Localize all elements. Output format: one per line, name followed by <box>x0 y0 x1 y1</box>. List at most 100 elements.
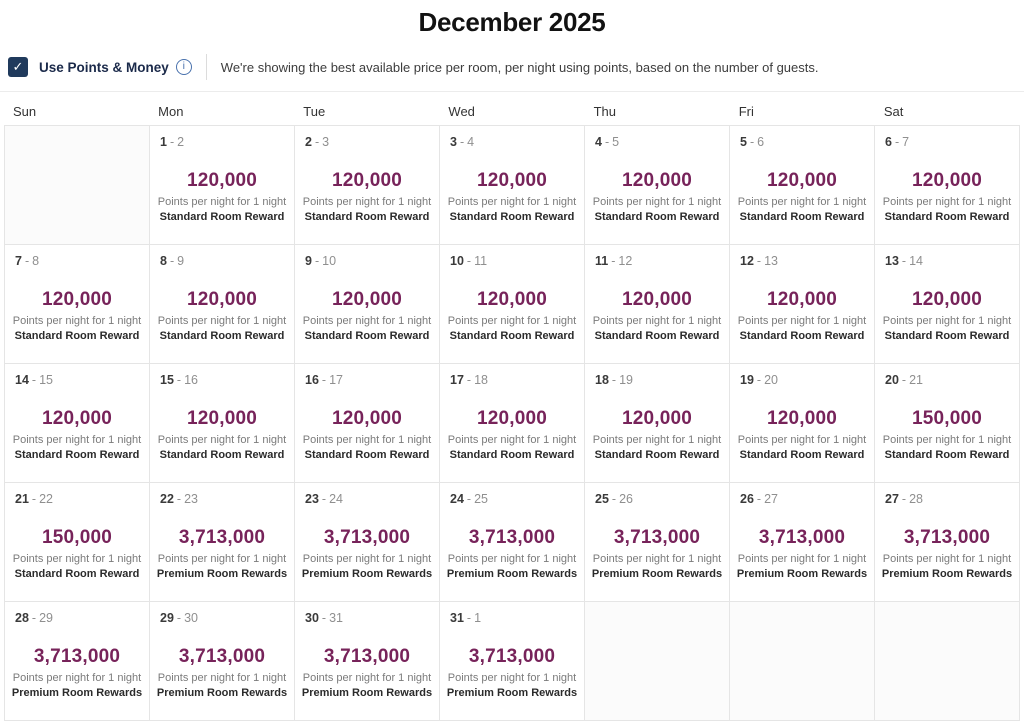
calendar-cell-day-12[interactable]: 12-13 120,000 Points per night for 1 night… <box>730 245 875 364</box>
calendar-cell-day-6[interactable]: 6-7 120,000 Points per night for 1 night St… <box>875 126 1020 245</box>
date-range: 5-6 <box>730 126 874 149</box>
check-in-date: 7 <box>15 254 22 268</box>
check-out-date: 8 <box>32 254 40 268</box>
check-out-date: 27 <box>764 492 778 506</box>
points-per-night-label: Points per night for 1 night <box>592 315 722 327</box>
date-range: 8-9 <box>150 245 294 268</box>
calendar-cell-day-9[interactable]: 9-10 120,000 Points per night for 1 night S… <box>295 245 440 364</box>
date-separator: - <box>24 254 30 268</box>
calendar-cell-day-21[interactable]: 21-22 150,000 Points per night for 1 night… <box>5 483 150 602</box>
day-header-tue: Tue <box>303 104 326 119</box>
calendar-cell-day-18[interactable]: 18-19 120,000 Points per night for 1 night… <box>585 364 730 483</box>
date-range: 1-2 <box>150 126 294 149</box>
calendar-cell-day-19[interactable]: 19-20 120,000 Points per night for 1 night… <box>730 364 875 483</box>
points-price: 120,000 <box>766 289 838 310</box>
check-out-date: 6 <box>757 135 765 149</box>
calendar-cell-day-27[interactable]: 27-28 3,713,000 Points per night for 1 nig… <box>875 483 1020 602</box>
check-out-date: 12 <box>618 254 633 268</box>
points-price: 120,000 <box>186 408 258 429</box>
calendar-cell-day-31[interactable]: 31-1 3,713,000 Points per night for 1 nigh… <box>440 602 585 721</box>
check-in-date: 31 <box>450 611 464 625</box>
calendar-cell-day-22[interactable]: 22-23 3,713,000 Points per night for 1 nig… <box>150 483 295 602</box>
points-per-night-label: Points per night for 1 night <box>302 434 432 446</box>
points-price: 120,000 <box>41 289 113 310</box>
points-price: 3,713,000 <box>323 527 411 548</box>
check-out-date: 29 <box>39 611 53 625</box>
check-out-date: 4 <box>467 135 475 149</box>
check-in-date: 28 <box>15 611 29 625</box>
points-price: 120,000 <box>911 170 983 191</box>
points-price: 3,713,000 <box>178 527 266 548</box>
date-separator: - <box>314 135 320 149</box>
check-in-date: 2 <box>305 135 312 149</box>
points-per-night-label: Points per night for 1 night <box>157 315 287 327</box>
room-reward-type: Premium Room Rewards <box>446 568 578 580</box>
calendar-cell-day-5[interactable]: 5-6 120,000 Points per night for 1 night St… <box>730 126 875 245</box>
check-in-date: 14 <box>15 373 29 387</box>
calendar-cell-day-4[interactable]: 4-5 120,000 Points per night for 1 night St… <box>585 126 730 245</box>
date-range: 23-24 <box>295 483 439 506</box>
calendar-cell-day-17[interactable]: 17-18 120,000 Points per night for 1 night… <box>440 364 585 483</box>
check-in-date: 15 <box>160 373 174 387</box>
date-separator: - <box>176 611 182 625</box>
info-icon[interactable]: i <box>175 59 192 75</box>
room-reward-type: Standard Room Reward <box>14 449 140 461</box>
calendar-cell-day-25[interactable]: 25-26 3,713,000 Points per night for 1 nig… <box>585 483 730 602</box>
date-separator: - <box>466 492 472 506</box>
calendar-cell-day-16[interactable]: 16-17 120,000 Points per night for 1 night… <box>295 364 440 483</box>
day-header-sun: Sun <box>13 104 37 119</box>
points-per-night-label: Points per night for 1 night <box>157 553 287 565</box>
calendar-cell-day-10[interactable]: 10-11 120,000 Points per night for 1 night… <box>440 245 585 364</box>
check-out-date: 9 <box>177 254 185 268</box>
points-per-night-label: Points per night for 1 night <box>447 672 577 684</box>
points-price: 120,000 <box>41 408 113 429</box>
calendar-cell-day-8[interactable]: 8-9 120,000 Points per night for 1 night St… <box>150 245 295 364</box>
points-per-night-label: Points per night for 1 night <box>882 315 1012 327</box>
calendar-cell-day-15[interactable]: 15-16 120,000 Points per night for 1 night… <box>150 364 295 483</box>
calendar-cell-day-26[interactable]: 26-27 3,713,000 Points per night for 1 nig… <box>730 483 875 602</box>
date-separator: - <box>756 254 762 268</box>
calendar-cell-day-7[interactable]: 7-8 120,000 Points per night for 1 night St… <box>5 245 150 364</box>
date-range: 4-5 <box>585 126 729 149</box>
date-range: 22-23 <box>150 483 294 506</box>
check-out-date: 18 <box>474 373 488 387</box>
day-header-sat: Sat <box>883 104 904 119</box>
calendar-cell-day-29[interactable]: 29-30 3,713,000 Points per night for 1 nig… <box>150 602 295 721</box>
use-points-money-checkbox[interactable]: ✓ <box>8 57 28 77</box>
calendar-cell-empty <box>875 602 1020 721</box>
room-reward-type: Standard Room Reward <box>449 211 575 223</box>
check-in-date: 25 <box>595 492 609 506</box>
calendar-cell-day-3[interactable]: 3-4 120,000 Points per night for 1 night St… <box>440 126 585 245</box>
calendar-cell-day-24[interactable]: 24-25 3,713,000 Points per night for 1 nig… <box>440 483 585 602</box>
calendar-cell-day-11[interactable]: 11-12 120,000 Points per night for 1 night… <box>585 245 730 364</box>
points-price: 3,713,000 <box>468 527 556 548</box>
room-reward-type: Premium Room Rewards <box>301 568 433 580</box>
points-price: 3,713,000 <box>613 527 701 548</box>
room-reward-type: Premium Room Rewards <box>591 568 723 580</box>
calendar-cell-day-14[interactable]: 14-15 120,000 Points per night for 1 night… <box>5 364 150 483</box>
points-per-night-label: Points per night for 1 night <box>737 553 867 565</box>
calendar-cell-day-28[interactable]: 28-29 3,713,000 Points per night for 1 nig… <box>5 602 150 721</box>
points-per-night-label: Points per night for 1 night <box>12 553 142 565</box>
calendar-cell-day-2[interactable]: 2-3 120,000 Points per night for 1 night St… <box>295 126 440 245</box>
date-separator: - <box>31 492 37 506</box>
room-reward-type: Standard Room Reward <box>159 211 285 223</box>
cell-price-block: 120,000 Points per night for 1 night Stand… <box>585 170 729 224</box>
date-range: 26-27 <box>730 483 874 506</box>
calendar-cell-day-20[interactable]: 20-21 150,000 Points per night for 1 night… <box>875 364 1020 483</box>
check-in-date: 19 <box>740 373 754 387</box>
room-reward-type: Standard Room Reward <box>739 449 865 461</box>
points-price: 3,713,000 <box>323 646 411 667</box>
check-in-date: 21 <box>15 492 29 506</box>
check-out-date: 1 <box>474 611 482 625</box>
calendar-cell-day-13[interactable]: 13-14 120,000 Points per night for 1 night… <box>875 245 1020 364</box>
calendar-cell-day-30[interactable]: 30-31 3,713,000 Points per night for 1 nig… <box>295 602 440 721</box>
calendar-cell-day-1[interactable]: 1-2 120,000 Points per night for 1 night St… <box>150 126 295 245</box>
room-reward-type: Premium Room Rewards <box>446 687 578 699</box>
cell-price-block: 120,000 Points per night for 1 night Stand… <box>875 289 1019 343</box>
points-price: 120,000 <box>621 289 693 310</box>
date-range: 14-15 <box>5 364 149 387</box>
check-out-date: 26 <box>619 492 633 506</box>
calendar-cell-day-23[interactable]: 23-24 3,713,000 Points per night for 1 nig… <box>295 483 440 602</box>
check-in-date: 24 <box>450 492 464 506</box>
